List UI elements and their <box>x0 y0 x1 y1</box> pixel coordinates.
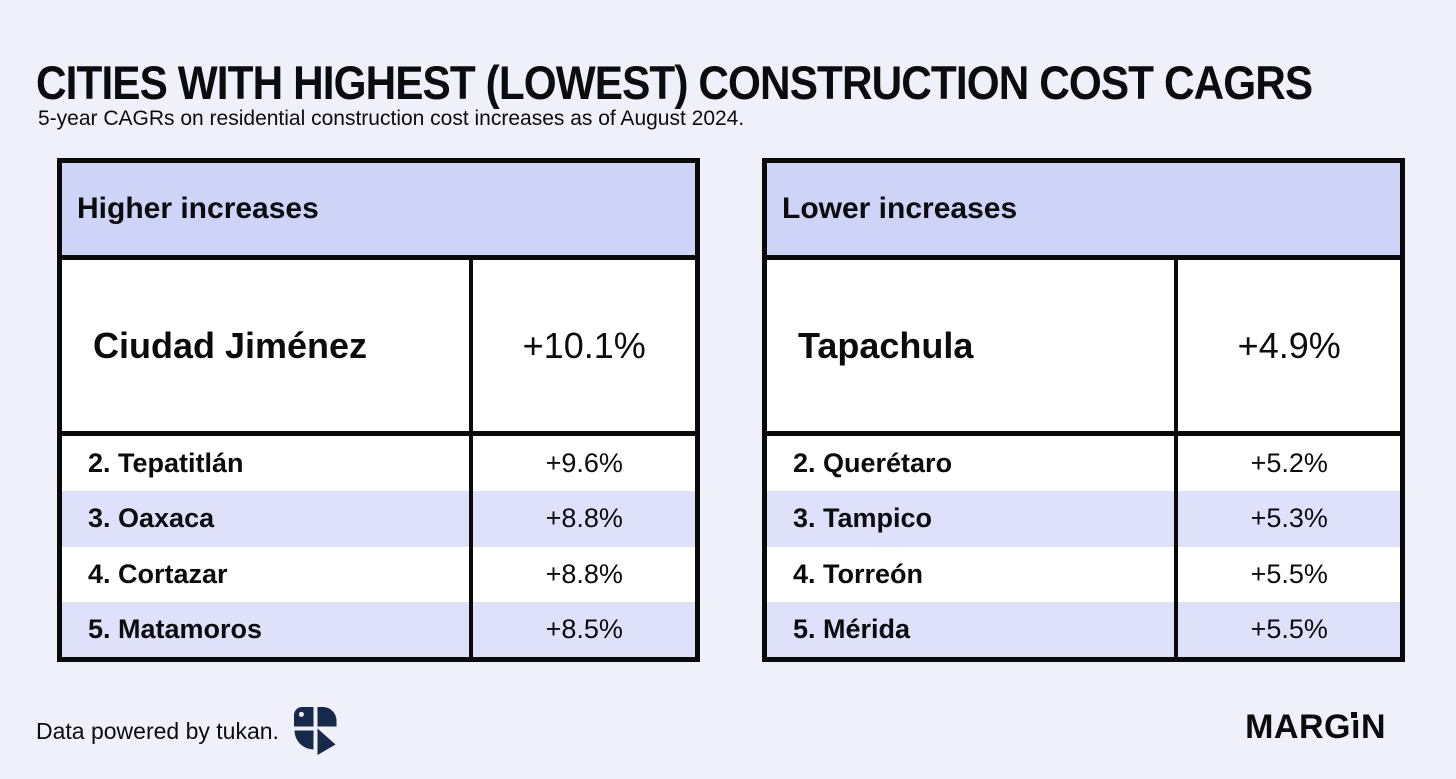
tukan-bird-logo-icon <box>293 707 337 755</box>
table-row: 5. Mérida +5.5% <box>767 601 1400 657</box>
row-city-name: 2. Querétaro <box>767 436 1179 492</box>
row-city-value: +5.3% <box>1250 503 1328 534</box>
page-title: CITIES WITH HIGHEST (LOWEST) CONSTRUCTIO… <box>36 56 1313 110</box>
row-city-value: +8.5% <box>545 613 623 644</box>
table-header-higher: Higher increases <box>62 163 695 260</box>
row-city-name: 4. Torreón <box>767 546 1179 602</box>
row-city-name: 2. Tepatitlán <box>62 436 474 492</box>
table-row: 4. Cortazar +8.8% <box>62 546 695 602</box>
table-row: 3. Tampico +5.3% <box>767 491 1400 547</box>
row-city-value: +9.6% <box>545 448 623 479</box>
table-row: 2. Tepatitlán +9.6% <box>62 436 695 492</box>
table-rows: 2. Querétaro +5.2% 3. Tampico +5.3% 4. T… <box>767 436 1400 657</box>
table-row: 2. Querétaro +5.2% <box>767 436 1400 492</box>
margin-logo: MARGıN <box>1245 710 1386 744</box>
row-city-name: 3. Tampico <box>767 491 1179 547</box>
row-city-name: 4. Cortazar <box>62 546 474 602</box>
top-city-row: Tapachula +4.9% <box>767 260 1400 436</box>
top-city-name: Tapachula <box>767 260 1179 431</box>
top-city-name: Ciudad Jiménez <box>62 260 474 431</box>
row-city-value: +8.8% <box>545 558 623 589</box>
margin-logo-prefix: MARG <box>1245 708 1351 746</box>
table-lower-increases: Lower increases Tapachula +4.9% 2. Queré… <box>762 158 1405 662</box>
row-city-name: 5. Mérida <box>767 601 1179 657</box>
top-city-row: Ciudad Jiménez +10.1% <box>62 260 695 436</box>
table-row: 5. Matamoros +8.5% <box>62 601 695 657</box>
footer-credit: Data powered by tukan. <box>36 702 337 760</box>
margin-logo-i: ı <box>1350 708 1361 746</box>
top-city-value: +4.9% <box>1237 324 1341 366</box>
row-city-value: +5.2% <box>1250 448 1328 479</box>
table-header-lower: Lower increases <box>767 163 1400 260</box>
table-higher-increases: Higher increases Ciudad Jiménez +10.1% 2… <box>57 158 700 662</box>
table-rows: 2. Tepatitlán +9.6% 3. Oaxaca +8.8% 4. C… <box>62 436 695 657</box>
margin-logo-suffix: N <box>1360 708 1386 746</box>
row-city-value: +5.5% <box>1250 558 1328 589</box>
row-city-value: +5.5% <box>1250 613 1328 644</box>
row-city-name: 5. Matamoros <box>62 601 474 657</box>
table-row: 4. Torreón +5.5% <box>767 546 1400 602</box>
top-city-value: +10.1% <box>522 324 646 366</box>
table-row: 3. Oaxaca +8.8% <box>62 491 695 547</box>
page-subtitle: 5-year CAGRs on residential construction… <box>38 107 745 130</box>
row-city-value: +8.8% <box>545 503 623 534</box>
row-city-name: 3. Oaxaca <box>62 491 474 547</box>
credit-text: Data powered by tukan. <box>36 717 279 744</box>
